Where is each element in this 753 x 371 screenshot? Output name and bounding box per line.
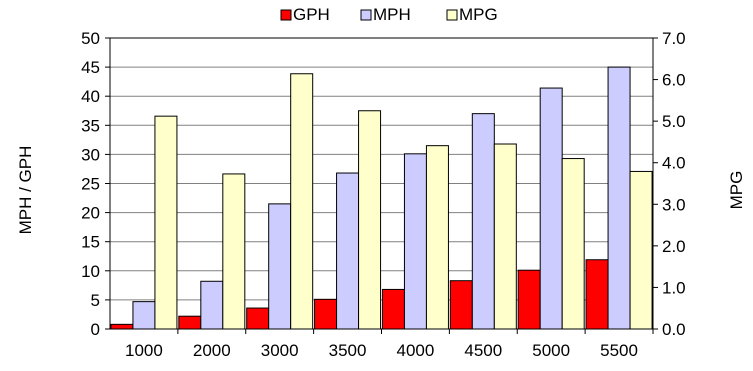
bars bbox=[110, 66, 653, 330]
y-axis-label-right: MPG bbox=[727, 171, 746, 210]
bar-mpg bbox=[222, 173, 246, 330]
x-tick-label: 5000 bbox=[532, 341, 570, 360]
bar-gph bbox=[314, 298, 338, 330]
bar-gph bbox=[381, 288, 405, 330]
y-tick-label-right: 4.0 bbox=[662, 154, 686, 173]
x-tick-label: 3000 bbox=[261, 341, 299, 360]
y-tick-label-left: 5 bbox=[91, 291, 100, 310]
y-tick-label-right: 5.0 bbox=[662, 112, 686, 131]
y-tick-label-right: 6.0 bbox=[662, 71, 686, 90]
x-tick-label: 4500 bbox=[464, 341, 502, 360]
y-tick-label-right: 0.0 bbox=[662, 320, 686, 339]
y-tick-label-right: 2.0 bbox=[662, 237, 686, 256]
y-tick-label-left: 0 bbox=[91, 320, 100, 339]
legend-swatch-mpg bbox=[446, 9, 458, 21]
legend-label-mph: MPH bbox=[373, 5, 411, 24]
y-tick-label-left: 30 bbox=[81, 145, 100, 164]
plot-frame bbox=[109, 37, 654, 330]
bar-mph bbox=[539, 87, 563, 330]
bar-mpg bbox=[493, 143, 517, 330]
y-tick-label-left: 40 bbox=[81, 87, 100, 106]
bar-mph bbox=[403, 153, 427, 330]
bar-gph bbox=[178, 315, 202, 330]
legend-swatch-gph bbox=[280, 9, 292, 21]
bar-gph bbox=[449, 280, 473, 330]
bar-mph bbox=[132, 301, 156, 330]
bar-gph bbox=[246, 307, 270, 330]
bar-gph bbox=[110, 323, 134, 330]
y-tick-label-left: 45 bbox=[81, 58, 100, 77]
bar-mpg bbox=[629, 170, 653, 330]
y-tick-label-left: 15 bbox=[81, 233, 100, 252]
bar-mpg bbox=[358, 110, 382, 330]
y-tick-label-left: 35 bbox=[81, 116, 100, 135]
bar-mph bbox=[200, 280, 224, 330]
axes bbox=[105, 37, 658, 334]
bar-mph bbox=[607, 66, 631, 330]
x-tick-label: 3500 bbox=[329, 341, 367, 360]
y-tick-label-left: 20 bbox=[81, 204, 100, 223]
bar-mph bbox=[268, 203, 292, 330]
y-tick-label-right: 3.0 bbox=[662, 195, 686, 214]
legend-swatch-mph bbox=[360, 9, 372, 21]
bar-mph bbox=[471, 113, 495, 330]
bar-mpg bbox=[561, 158, 585, 330]
y-tick-label-left: 50 bbox=[81, 29, 100, 48]
bar-mpg bbox=[425, 145, 449, 330]
x-tick-label: 4000 bbox=[397, 341, 435, 360]
y-tick-label-left: 10 bbox=[81, 262, 100, 281]
x-tick-label: 1000 bbox=[125, 341, 163, 360]
x-tick-label: 5500 bbox=[600, 341, 638, 360]
y-tick-label-right: 7.0 bbox=[662, 29, 686, 48]
y-tick-label-right: 1.0 bbox=[662, 278, 686, 297]
legend-label-gph: GPH bbox=[293, 5, 330, 24]
legend: GPH MPH MPG bbox=[280, 5, 498, 24]
y-axis-label-left: MPH / GPH bbox=[16, 146, 35, 235]
legend-label-mpg: MPG bbox=[459, 5, 498, 24]
bar-mph bbox=[336, 172, 360, 330]
bar-mpg bbox=[154, 115, 178, 330]
bar-gph bbox=[517, 269, 541, 330]
x-tick-label: 2000 bbox=[193, 341, 231, 360]
bar-gph bbox=[585, 259, 609, 330]
y-tick-label-left: 25 bbox=[81, 175, 100, 194]
bar-mpg bbox=[290, 73, 314, 330]
tick-labels: 0 5 10 15 20 25 30 35 40 45 50 0.0 1.0 2.0 3.0 4.0 5.0 6.… bbox=[81, 29, 686, 360]
